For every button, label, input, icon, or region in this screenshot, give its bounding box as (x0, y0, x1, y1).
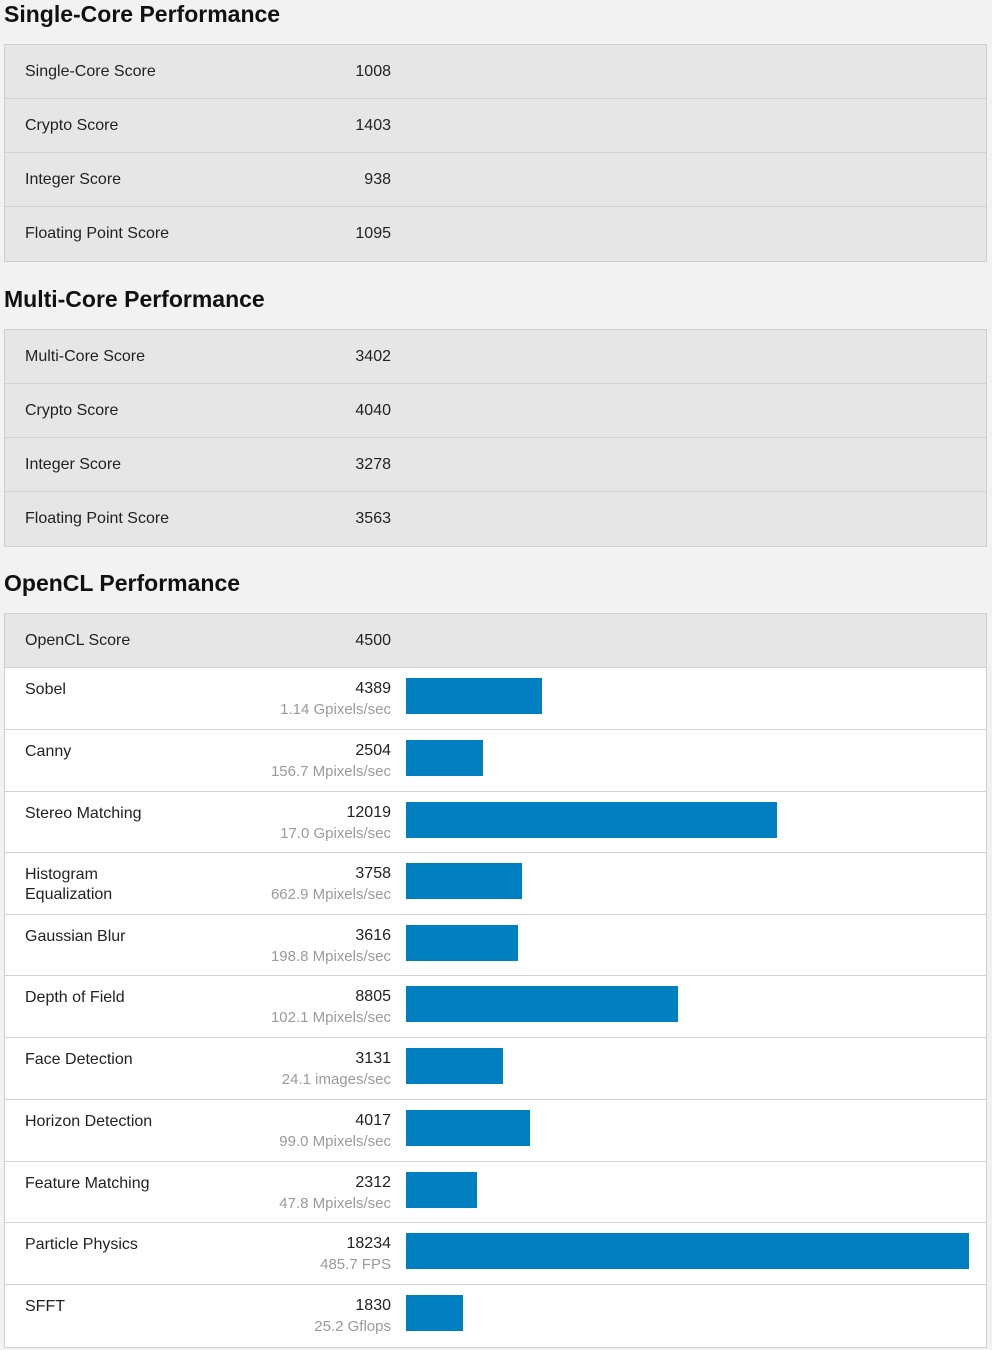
single-core-title: Single-Core Performance (4, 1, 281, 27)
benchmark-score: 3758 (355, 865, 391, 882)
multi-core-row-value: 3402 (355, 348, 391, 365)
single-core-row-label: Crypto Score (25, 117, 119, 134)
benchmark-score: 8805 (355, 988, 391, 1005)
benchmark-score: 2312 (355, 1174, 391, 1191)
benchmark-bar (406, 1110, 530, 1146)
opencl-benchmark-row: Particle Physics 18234 485.7 FPS (5, 1223, 986, 1285)
multi-core-row-value: 3563 (355, 510, 391, 527)
opencl-table: OpenCL Score 4500 Sobel 4389 1.14 Gpixels/… (4, 613, 987, 1348)
benchmark-rate: 662.9 Mpixels/sec (270, 886, 391, 903)
single-core-row-value: 1403 (355, 117, 391, 134)
opencl-title: OpenCL Performance (4, 570, 241, 596)
benchmark-label: Sobel (25, 681, 66, 698)
opencl-benchmark-row: Canny 2504 156.7 Mpixels/sec (5, 730, 986, 792)
multi-core-row: Integer Score 3278 (5, 438, 986, 492)
multi-core-row-label: Multi-Core Score (25, 348, 146, 365)
benchmark-label: Feature Matching (25, 1175, 150, 1192)
opencl-benchmark-row: Face Detection 3131 24.1 images/sec (5, 1038, 986, 1100)
multi-core-row-label: Floating Point Score (25, 510, 170, 527)
single-core-row: Crypto Score 1403 (5, 99, 986, 153)
benchmark-score: 4017 (355, 1112, 391, 1129)
benchmark-label: Gaussian Blur (25, 928, 126, 945)
single-core-row: Integer Score 938 (5, 153, 986, 207)
benchmark-label: Particle Physics (25, 1236, 138, 1253)
benchmark-score: 18234 (346, 1235, 392, 1252)
benchmark-rate: 99.0 Mpixels/sec (279, 1133, 391, 1150)
benchmark-label: Canny (25, 743, 72, 760)
benchmark-bar (406, 986, 678, 1022)
benchmark-label: Face Detection (25, 1051, 133, 1068)
benchmark-rate: 485.7 FPS (320, 1256, 391, 1273)
single-core-row: Floating Point Score 1095 (5, 207, 986, 261)
benchmark-rate: 47.8 Mpixels/sec (279, 1195, 391, 1212)
benchmark-rate: 24.1 images/sec (281, 1071, 391, 1088)
benchmark-bar (406, 740, 483, 776)
opencl-benchmark-row: SFFT 1830 25.2 Gflops (5, 1285, 986, 1347)
benchmark-label: Stereo Matching (25, 805, 142, 822)
multi-core-row-label: Integer Score (25, 456, 122, 473)
single-core-row-label: Floating Point Score (25, 225, 170, 242)
benchmark-score: 1830 (355, 1297, 391, 1314)
multi-core-row-value: 4040 (355, 402, 391, 419)
opencl-benchmark-row: Depth of Field 8805 102.1 Mpixels/sec (5, 976, 986, 1038)
multi-core-title: Multi-Core Performance (4, 286, 265, 312)
opencl-benchmark-row: Gaussian Blur 3616 198.8 Mpixels/sec (5, 915, 986, 976)
benchmark-rate: 198.8 Mpixels/sec (270, 948, 391, 965)
opencl-benchmark-row: Feature Matching 2312 47.8 Mpixels/sec (5, 1162, 986, 1223)
benchmark-score: 4389 (355, 680, 391, 697)
benchmark-bar (406, 925, 518, 961)
benchmark-score: 3616 (355, 927, 391, 944)
benchmark-rate: 1.14 Gpixels/sec (280, 701, 391, 718)
multi-core-table: Multi-Core Score 3402 Crypto Score 4040 Inte… (4, 329, 987, 547)
benchmark-label: SFFT (25, 1298, 65, 1315)
single-core-row-label: Single-Core Score (25, 63, 156, 80)
benchmark-label: Depth of Field (25, 989, 125, 1006)
benchmark-bar (406, 863, 522, 899)
benchmark-bar (406, 1233, 969, 1269)
benchmark-bar (406, 1172, 477, 1208)
benchmark-label: Horizon Detection (25, 1113, 153, 1130)
single-core-table: Single-Core Score 1008 Crypto Score 1403 Int… (4, 44, 987, 262)
benchmark-score: 3131 (355, 1050, 391, 1067)
single-core-row-value: 1095 (355, 225, 391, 242)
multi-core-row: Floating Point Score 3563 (5, 492, 986, 546)
single-core-row-label: Integer Score (25, 171, 122, 188)
benchmark-bar (406, 1295, 463, 1331)
opencl-score-row: OpenCL Score 4500 (5, 614, 986, 668)
multi-core-row: Crypto Score 4040 (5, 384, 986, 438)
opencl-score-value: 4500 (355, 632, 391, 649)
opencl-benchmark-row: Histogram Equalization 3758 662.9 Mpixels/… (5, 853, 986, 915)
benchmark-bar (406, 1048, 503, 1084)
benchmark-score: 12019 (346, 804, 392, 821)
benchmark-label: Histogram Equalization (25, 866, 113, 903)
single-core-row-value: 1008 (355, 63, 391, 80)
opencl-benchmark-row: Stereo Matching 12019 17.0 Gpixels/sec (5, 792, 986, 853)
benchmark-bar (406, 802, 777, 838)
benchmark-rate: 17.0 Gpixels/sec (280, 825, 391, 842)
single-core-row-value: 938 (364, 171, 391, 188)
multi-core-row: Multi-Core Score 3402 (5, 330, 986, 384)
benchmark-rate: 102.1 Mpixels/sec (270, 1009, 391, 1026)
opencl-benchmark-row: Sobel 4389 1.14 Gpixels/sec (5, 668, 986, 730)
benchmark-bar (406, 678, 542, 714)
opencl-score-label: OpenCL Score (25, 632, 131, 649)
multi-core-row-value: 3278 (355, 456, 391, 473)
benchmark-score: 2504 (355, 742, 391, 759)
benchmark-rate: 156.7 Mpixels/sec (270, 763, 391, 780)
single-core-row: Single-Core Score 1008 (5, 45, 986, 99)
benchmark-rate: 25.2 Gflops (314, 1318, 391, 1335)
opencl-benchmark-row: Horizon Detection 4017 99.0 Mpixels/sec (5, 1100, 986, 1162)
multi-core-row-label: Crypto Score (25, 402, 119, 419)
